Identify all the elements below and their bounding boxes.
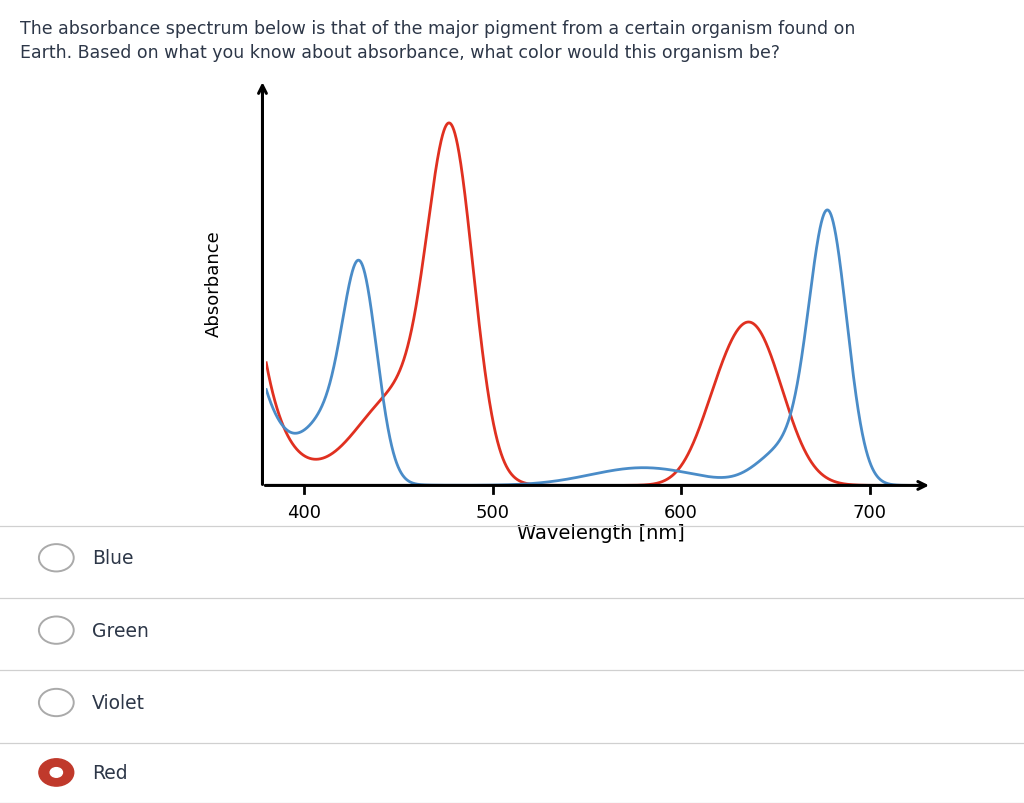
Text: 500: 500 [475, 503, 510, 521]
Text: Blue: Blue [92, 548, 134, 568]
Text: Violet: Violet [92, 693, 145, 712]
Text: Green: Green [92, 621, 150, 640]
Text: 700: 700 [853, 503, 887, 521]
Text: Absorbance: Absorbance [205, 230, 222, 336]
Text: Red: Red [92, 763, 128, 782]
Text: 400: 400 [287, 503, 321, 521]
Text: Wavelength [nm]: Wavelength [nm] [517, 524, 685, 543]
Text: Earth. Based on what you know about absorbance, what color would this organism b: Earth. Based on what you know about abso… [20, 44, 780, 62]
Text: The absorbance spectrum below is that of the major pigment from a certain organi: The absorbance spectrum below is that of… [20, 20, 856, 38]
Text: 600: 600 [665, 503, 698, 521]
